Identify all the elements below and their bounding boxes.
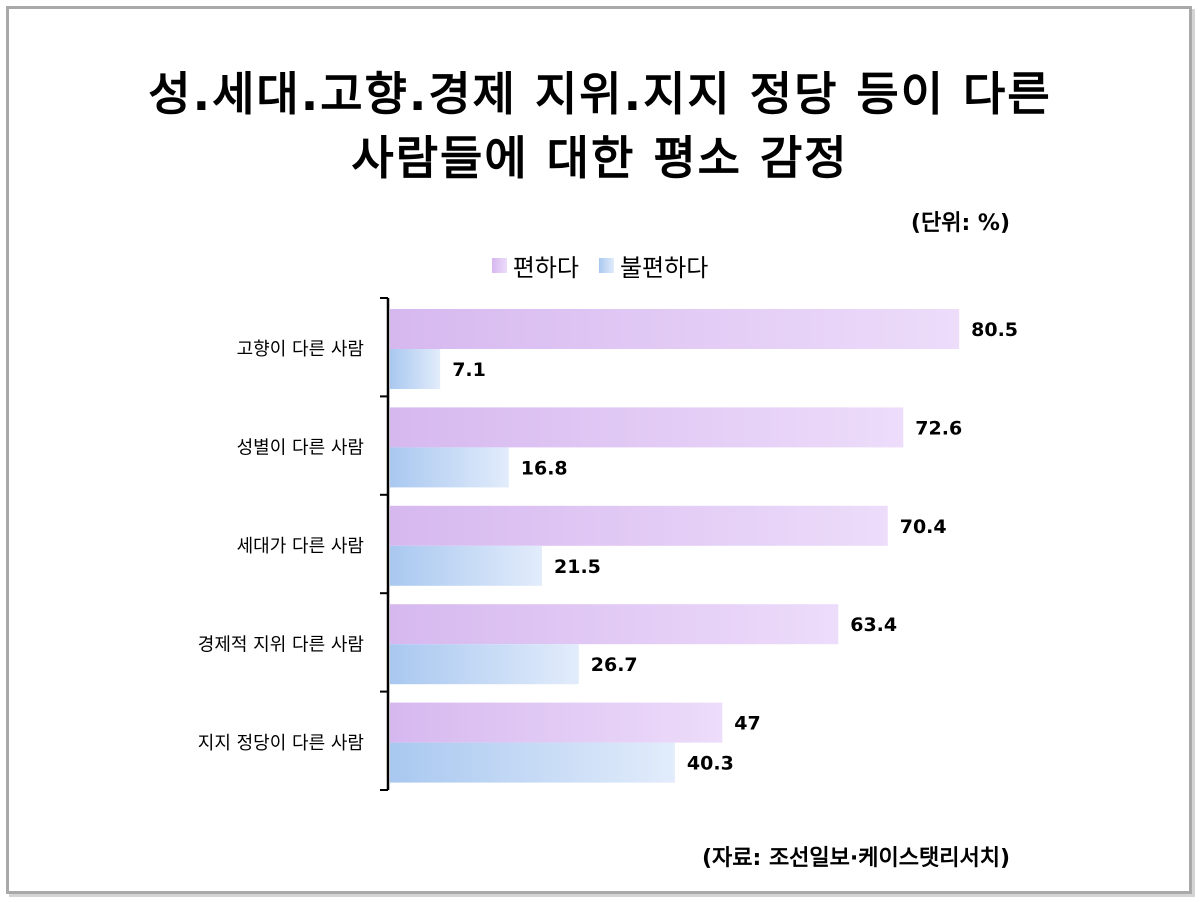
value-label: 7.1 [452,359,486,381]
value-label: 16.8 [521,457,568,479]
category-axis [380,297,390,791]
legend-item-comfortable: 편하다 [491,248,579,283]
bars [390,309,960,783]
bar-comfortable [390,309,960,349]
bar-comfortable [390,407,904,448]
value-label: 72.6 [915,417,962,439]
category-label: 성별이 다른 사람 [237,438,364,459]
bar-uncomfortable [390,447,509,488]
chart-title: 성.세대.고향.경제 지위.지지 정당 등이 다른 사람들에 대한 평소 감정 [0,62,1200,190]
bar-uncomfortable [390,742,675,783]
legend-label-uncomfortable: 불편하다 [619,254,709,282]
source-note: (자료: 조선일보·케이스탯리서치) [701,846,1010,871]
unit-label: (단위: %) [910,211,1010,236]
bar-comfortable [390,505,888,546]
value-label: 63.4 [850,614,897,636]
value-label: 80.5 [971,319,1018,341]
bar-comfortable [390,604,839,645]
value-label: 47 [734,713,760,735]
value-label: 21.5 [554,556,601,578]
labels: 고향이 다른 사람 80.5 7.1 성별이 다른 사람 72.6 16.8 세대가 다른 … [198,319,1018,775]
value-label: 70.4 [900,516,947,538]
value-label: 40.3 [687,753,734,775]
legend-item-uncomfortable: 불편하다 [598,248,709,283]
bar-uncomfortable [390,349,441,389]
category-label: 경제적 지위 다른 사람 [198,634,364,655]
title-line-1: 성.세대.고향.경제 지위.지지 정당 등이 다른 [148,67,1052,121]
title-line-2: 사람들에 대한 평소 감정 [351,131,849,185]
bar-uncomfortable [390,644,579,685]
legend-swatch-comfortable [491,258,507,273]
legend: 편하다 불편하다 [0,248,1200,283]
category-label: 세대가 다른 사람 [237,536,364,557]
category-label: 고향이 다른 사람 [237,339,364,360]
legend-swatch-uncomfortable [598,258,614,273]
bar-uncomfortable [390,545,543,586]
legend-label-comfortable: 편하다 [512,254,579,282]
bar-comfortable [390,702,723,743]
value-label: 26.7 [591,654,638,676]
category-label: 지지 정당이 다른 사람 [198,733,364,754]
